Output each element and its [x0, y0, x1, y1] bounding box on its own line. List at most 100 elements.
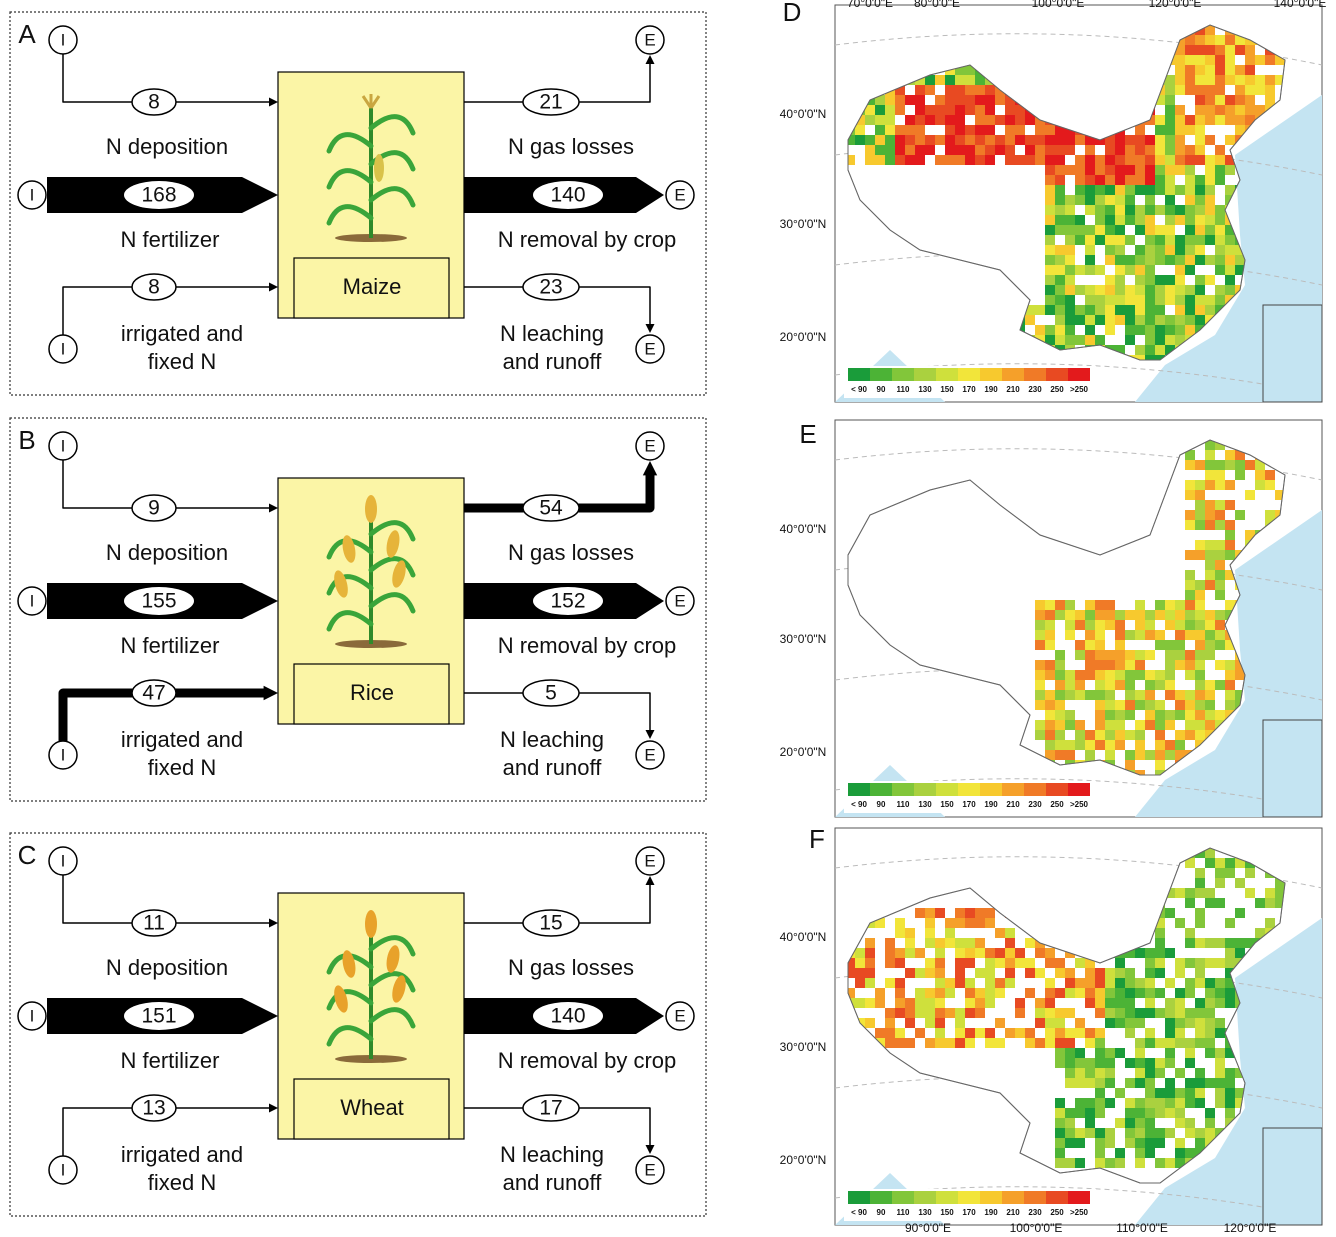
map-cell: [1205, 175, 1215, 185]
map-cell: [955, 948, 965, 958]
map-cell: [935, 908, 945, 918]
map-cell: [875, 1028, 885, 1038]
map-cell: [1065, 978, 1075, 988]
map-cell: [1175, 1018, 1185, 1028]
map-cell: [1235, 460, 1245, 470]
map-cell: [965, 978, 975, 988]
map-cell: [1105, 195, 1115, 205]
map-cell: [1215, 1018, 1225, 1028]
map-cell: [1135, 948, 1145, 958]
map-cell: [965, 125, 975, 135]
map-cell: [1265, 480, 1275, 490]
map-cell: [1065, 1008, 1075, 1018]
map-cell: [1185, 938, 1195, 948]
map-cell: [1075, 235, 1085, 245]
map-cell: [925, 998, 935, 1008]
flow-label: N removal by crop: [498, 633, 677, 658]
map-cell: [935, 95, 945, 105]
map-cell: [1045, 295, 1055, 305]
map-cell: [1135, 205, 1145, 215]
map-cell: [1055, 265, 1065, 275]
map-cell: [1205, 500, 1215, 510]
map-cell: [1125, 610, 1135, 620]
map-cell: [1085, 670, 1095, 680]
crop-name: Rice: [350, 680, 394, 705]
map-cell: [1165, 1048, 1175, 1058]
legend-label: 110: [897, 385, 910, 394]
map-cell: [925, 968, 935, 978]
map-cell: [1065, 610, 1075, 620]
map-cell: [1205, 205, 1215, 215]
map-cell: [1055, 175, 1065, 185]
map-cell: [1095, 315, 1105, 325]
map-cell: [1175, 660, 1185, 670]
map-cell: [1045, 640, 1055, 650]
map-cell: [1055, 195, 1065, 205]
map-cell: [1065, 135, 1075, 145]
map-cell: [1185, 988, 1195, 998]
map-cell: [1175, 1028, 1185, 1038]
map-cell: [1205, 470, 1215, 480]
map-cell: [1195, 550, 1205, 560]
map-cell: [985, 948, 995, 958]
map-cell: [945, 928, 955, 938]
map-cell: [885, 1028, 895, 1038]
map-cell: [1085, 1028, 1095, 1038]
map-cell: [1115, 225, 1125, 235]
map-cell: [1145, 1028, 1155, 1038]
map-cell: [1175, 105, 1185, 115]
map-cell: [885, 135, 895, 145]
map-cell: [1225, 115, 1235, 125]
map-cell: [1215, 570, 1225, 580]
map-cell: [945, 918, 955, 928]
map-cell: [1075, 165, 1085, 175]
map-cell: [975, 1028, 985, 1038]
node-label: I: [61, 745, 66, 764]
map-cell: [1185, 600, 1195, 610]
map-cell: [955, 145, 965, 155]
map-cell: [905, 928, 915, 938]
map-cell: [1195, 185, 1205, 195]
node-label: E: [644, 851, 655, 870]
legend-label: 130: [918, 800, 932, 809]
map-cell: [1045, 690, 1055, 700]
node-label: I: [61, 1160, 66, 1179]
map-cell: [1195, 1128, 1205, 1138]
legend-label: 90: [877, 1208, 886, 1217]
map-cell: [955, 155, 965, 165]
map-cell: [1185, 65, 1195, 75]
flow-label: N deposition: [106, 955, 228, 980]
map-cell: [1165, 650, 1175, 660]
map-cell: [1065, 195, 1075, 205]
map-cell: [1095, 610, 1105, 620]
map-cell: [1175, 135, 1185, 145]
map-cell: [1145, 235, 1155, 245]
map-cell: [1025, 968, 1035, 978]
map-cell: [975, 85, 985, 95]
map-cell: [1235, 65, 1245, 75]
map-cell: [1085, 145, 1095, 155]
flow-value: 168: [141, 184, 176, 207]
map-cell: [1255, 85, 1265, 95]
map-cell: [1165, 195, 1175, 205]
map-cell: [875, 115, 885, 125]
map-cell: [1065, 710, 1075, 720]
map-cell: [1185, 315, 1195, 325]
map-cell: [1185, 195, 1195, 205]
map-cell: [1205, 1078, 1215, 1088]
map-cell: [1225, 858, 1235, 868]
map-cell: [1135, 285, 1145, 295]
map-cell: [1215, 115, 1225, 125]
map-cell: [1185, 730, 1195, 740]
map-cell: [1085, 1098, 1095, 1108]
map-cell: [1115, 265, 1125, 275]
map-cell: [1195, 878, 1205, 888]
map-cell: [975, 1008, 985, 1018]
map-cell: [1055, 325, 1065, 335]
map-cell: [1175, 115, 1185, 125]
map-cell: [1205, 155, 1215, 165]
map-cell: [925, 1008, 935, 1018]
map-cell: [1065, 600, 1075, 610]
map-cell: [1155, 275, 1165, 285]
map-cell: [865, 968, 875, 978]
